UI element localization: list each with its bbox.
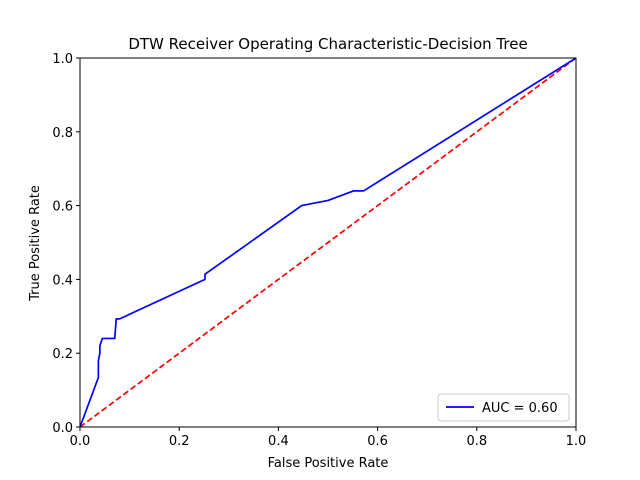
chance-diagonal-line bbox=[79, 57, 577, 428]
y-axis-label: True Positive Rate bbox=[28, 185, 43, 302]
y-tick-label: 0.4 bbox=[52, 273, 73, 288]
y-tick-label: 0.6 bbox=[52, 200, 73, 215]
x-tick-label: 0.0 bbox=[70, 434, 91, 449]
axes-frame bbox=[79, 57, 577, 428]
y-tick-label: 0.0 bbox=[52, 421, 73, 436]
x-tick-label: 0.2 bbox=[169, 434, 190, 449]
legend: AUC = 0.60 bbox=[437, 393, 570, 422]
y-tick-label: 0.8 bbox=[52, 126, 73, 141]
legend-box bbox=[437, 393, 570, 422]
legend-label: AUC = 0.60 bbox=[482, 401, 558, 416]
x-tick-label: 1.0 bbox=[566, 434, 587, 449]
y-tick-label: 1.0 bbox=[52, 52, 73, 67]
roc-curve-line bbox=[79, 57, 577, 428]
x-axis-label: False Positive Rate bbox=[268, 456, 389, 471]
x-tick-label: 0.4 bbox=[268, 434, 289, 449]
chart-title: DTW Receiver Operating Characteristic-De… bbox=[128, 35, 527, 53]
plot-area: 0.0 0.2 0.4 0.6 0.8 1.0 0.0 0.2 0.4 0.6 0.8 1.0 bbox=[52, 52, 586, 449]
x-tick-label: 0.6 bbox=[367, 434, 388, 449]
x-tick-label: 0.8 bbox=[466, 434, 487, 449]
y-tick-label: 0.2 bbox=[52, 347, 73, 362]
